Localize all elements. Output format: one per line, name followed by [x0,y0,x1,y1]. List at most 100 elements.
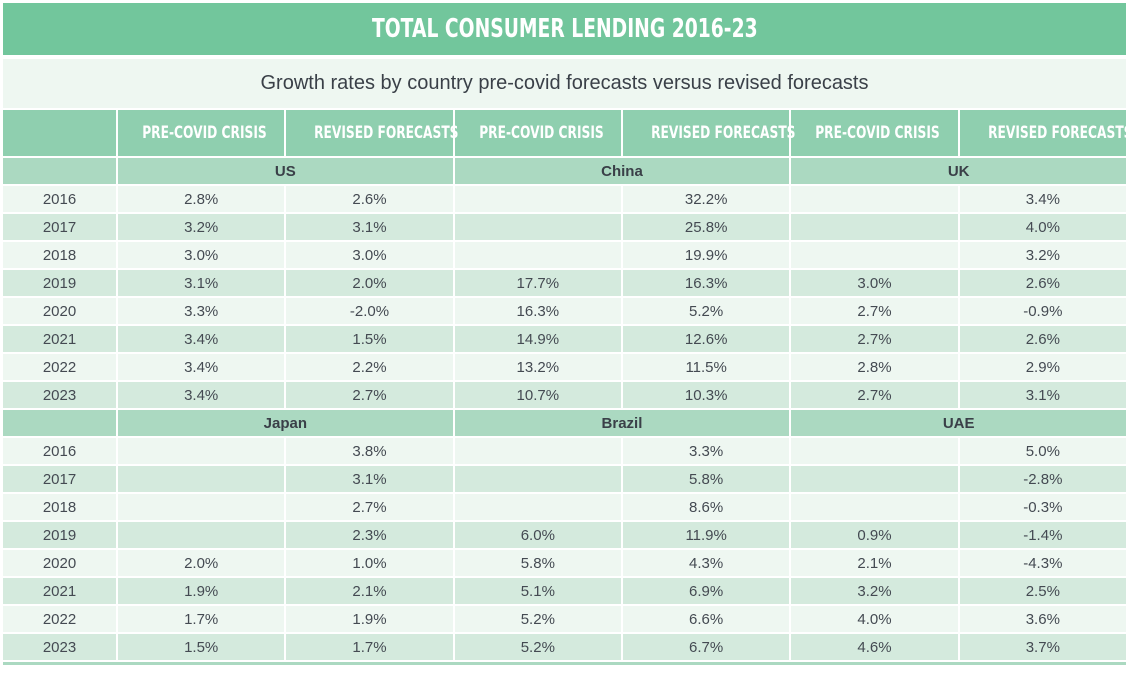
column-header: PRE-COVID CRISIS [791,110,958,156]
country-row-spacer [3,410,116,436]
revised-value-cell: 3.8% [286,438,453,464]
pre-covid-value-cell: 3.0% [791,270,958,296]
revised-value-cell: 2.1% [286,578,453,604]
revised-value-cell: 2.6% [959,326,1126,352]
revised-value-cell: 2.2% [286,354,453,380]
country-label: China [454,158,790,184]
pre-covid-value-cell: 4.0% [791,606,958,632]
revised-value-cell: 4.3% [622,550,790,576]
revised-value-cell: -2.8% [959,466,1126,492]
pre-covid-value-cell: 2.7% [791,298,958,324]
revised-value-cell: 19.9% [622,242,790,268]
pre-covid-value-cell [454,438,621,464]
pre-covid-value-cell [791,494,958,520]
pre-covid-value-cell: 3.4% [118,326,285,352]
revised-value-cell: 6.7% [622,634,790,660]
column-header: REVISED FORECASTS [959,110,1130,156]
bottom-divider [3,662,1126,665]
pre-covid-value-cell: 0.9% [791,522,958,548]
lending-infographic: TOTAL CONSUMER LENDING 2016-23 Growth ra… [1,3,1130,665]
year-cell: 2017 [3,214,116,240]
pre-covid-value-cell: 1.5% [118,634,285,660]
year-cell: 2016 [3,438,116,464]
revised-value-cell: 1.9% [286,606,453,632]
country-label: Japan [118,410,453,436]
table-row: 2021 1.9% 2.1% 5.1% 6.9% 3.2% 2.5% [3,578,1126,604]
table-row: 2016 3.8% 3.3% 5.0% [3,438,1126,464]
year-cell: 2019 [3,522,116,548]
growth-rates-table: PRE-COVID CRISIS REVISED FORECASTS PRE-C… [1,108,1130,662]
table-row: 2023 1.5% 1.7% 5.2% 6.7% 4.6% 3.7% [3,634,1126,660]
revised-value-cell: 16.3% [622,270,790,296]
revised-value-cell: 6.9% [622,578,790,604]
table-row: 2022 3.4% 2.2% 13.2% 11.5% 2.8% 2.9% [3,354,1126,380]
pre-covid-value-cell [118,438,285,464]
year-cell: 2020 [3,298,116,324]
table-row: 2018 2.7% 8.6% -0.3% [3,494,1126,520]
revised-value-cell: 3.1% [286,466,453,492]
table-row: 2021 3.4% 1.5% 14.9% 12.6% 2.7% 2.6% [3,326,1126,352]
revised-value-cell: 3.2% [959,242,1126,268]
revised-value-cell: -0.9% [959,298,1126,324]
pre-covid-value-cell: 6.0% [454,522,621,548]
revised-value-cell: 2.6% [959,270,1126,296]
pre-covid-value-cell: 3.2% [118,214,285,240]
pre-covid-value-cell: 4.6% [791,634,958,660]
pre-covid-value-cell [454,214,621,240]
page-subtitle: Growth rates by country pre-covid foreca… [260,72,869,94]
revised-value-cell: 3.7% [959,634,1126,660]
revised-value-cell: 5.0% [959,438,1126,464]
pre-covid-value-cell [791,186,958,212]
table-body: US China UK 2016 2.8% 2.6% 32.2% 3.4% 2017 3.2% 3.… [3,158,1126,660]
column-header: PRE-COVID CRISIS [118,110,285,156]
year-cell: 2022 [3,354,116,380]
year-cell: 2021 [3,326,116,352]
pre-covid-value-cell [118,522,285,548]
revised-value-cell: 3.0% [286,242,453,268]
revised-value-cell: 2.7% [286,382,453,408]
revised-value-cell: 3.4% [959,186,1126,212]
column-header: REVISED FORECASTS [286,110,459,156]
title-banner: TOTAL CONSUMER LENDING 2016-23 [3,3,1126,55]
revised-value-cell: -1.4% [959,522,1126,548]
revised-value-cell: 5.2% [622,298,790,324]
pre-covid-value-cell: 3.4% [118,382,285,408]
revised-value-cell: 2.6% [286,186,453,212]
revised-value-cell: 12.6% [622,326,790,352]
year-column-header [3,110,116,156]
pre-covid-value-cell: 5.8% [454,550,621,576]
pre-covid-value-cell: 10.7% [454,382,621,408]
country-header-row: Japan Brazil UAE [3,410,1126,436]
pre-covid-value-cell: 2.0% [118,550,285,576]
table-row: 2017 3.2% 3.1% 25.8% 4.0% [3,214,1126,240]
page-title: TOTAL CONSUMER LENDING 2016-23 [371,14,758,44]
pre-covid-value-cell [791,466,958,492]
pre-covid-value-cell: 3.1% [118,270,285,296]
revised-value-cell: 1.5% [286,326,453,352]
pre-covid-value-cell: 5.2% [454,634,621,660]
country-row-spacer [3,158,116,184]
revised-value-cell: 3.1% [286,214,453,240]
pre-covid-value-cell: 2.8% [118,186,285,212]
year-cell: 2016 [3,186,116,212]
column-header-row: PRE-COVID CRISIS REVISED FORECASTS PRE-C… [3,110,1130,156]
revised-value-cell: 32.2% [622,186,790,212]
revised-value-cell: 3.1% [959,382,1126,408]
revised-value-cell: 2.0% [286,270,453,296]
table-row: 2023 3.4% 2.7% 10.7% 10.3% 2.7% 3.1% [3,382,1126,408]
table-row: 2017 3.1% 5.8% -2.8% [3,466,1126,492]
revised-value-cell: -4.3% [959,550,1126,576]
pre-covid-value-cell [454,466,621,492]
revised-value-cell: 25.8% [622,214,790,240]
table-row: 2018 3.0% 3.0% 19.9% 3.2% [3,242,1126,268]
pre-covid-value-cell: 3.2% [791,578,958,604]
revised-value-cell: -2.0% [286,298,453,324]
pre-covid-value-cell: 2.7% [791,326,958,352]
revised-value-cell: 2.9% [959,354,1126,380]
table-row: 2019 3.1% 2.0% 17.7% 16.3% 3.0% 2.6% [3,270,1126,296]
table-row: 2022 1.7% 1.9% 5.2% 6.6% 4.0% 3.6% [3,606,1126,632]
revised-value-cell: 2.7% [286,494,453,520]
pre-covid-value-cell: 13.2% [454,354,621,380]
revised-value-cell: 1.7% [286,634,453,660]
year-cell: 2020 [3,550,116,576]
